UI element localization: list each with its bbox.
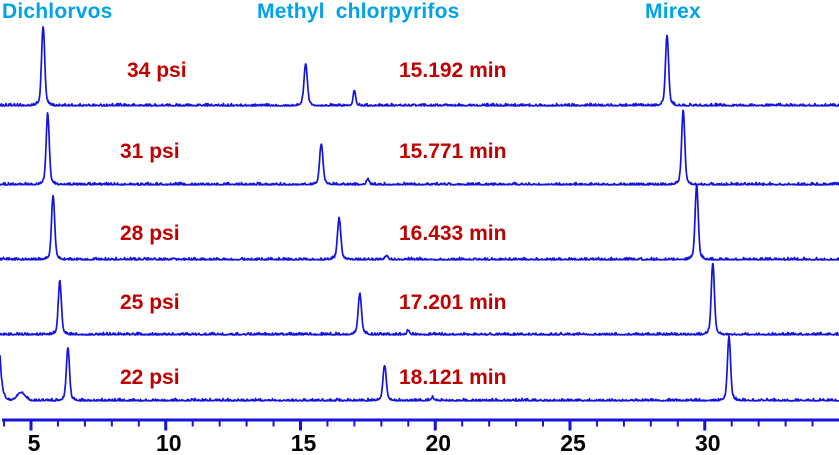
trace-22-psi [0, 334, 839, 402]
x-tick-label-20: 20 [425, 430, 452, 455]
retention-time-label-16.433-min: 16.433 min [399, 222, 507, 245]
retention-time-label-17.201-min: 17.201 min [399, 291, 507, 314]
pressure-label-34-psi: 34 psi [127, 59, 187, 82]
x-tick-label-5: 5 [27, 430, 41, 455]
analyte-label-mirex: Mirex [645, 0, 701, 23]
x-tick-label-15: 15 [290, 430, 317, 455]
analyte-label-dichlorvos: Dichlorvos [2, 0, 113, 23]
retention-time-label-15.771-min: 15.771 min [399, 140, 507, 163]
analyte-label-methyl-chlorpyrifos: Methyl chlorpyrifos [257, 0, 460, 23]
pressure-label-22-psi: 22 psi [120, 366, 180, 389]
pressure-label-25-psi: 25 psi [120, 291, 180, 314]
x-tick-label-10: 10 [155, 430, 182, 455]
retention-time-label-18.121-min: 18.121 min [399, 366, 507, 389]
trace-31-psi [0, 109, 839, 186]
pressure-label-31-psi: 31 psi [120, 140, 180, 163]
trace-28-psi [0, 184, 839, 261]
retention-time-label-15.192-min: 15.192 min [399, 59, 507, 82]
trace-34-psi [0, 26, 839, 107]
trace-25-psi [0, 262, 839, 336]
pressure-label-28-psi: 28 psi [120, 222, 180, 245]
x-tick-label-30: 30 [694, 430, 721, 455]
x-tick-label-25: 25 [560, 430, 586, 455]
